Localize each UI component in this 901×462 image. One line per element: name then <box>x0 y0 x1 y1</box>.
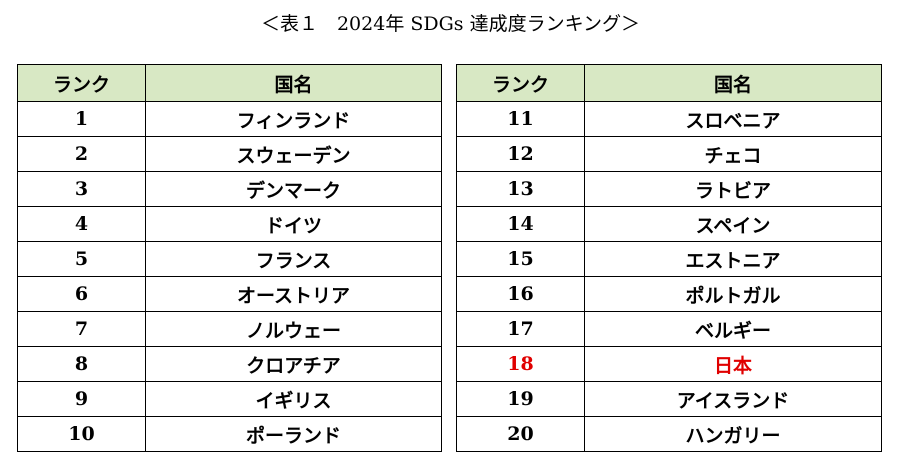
header-row: ランク 国名 <box>456 64 882 102</box>
ranking-body-right: 11 スロベニア 12 チェコ 13 ラトビア 14 スペイン 15 エストニア 16 ポルトガル 17… <box>456 101 882 452</box>
table-row: 2 スウェーデン <box>17 136 442 172</box>
table-row: 10 ポーランド <box>17 416 442 452</box>
table-row: 3 デンマーク <box>17 171 442 207</box>
rank-cell: 5 <box>17 241 146 277</box>
ranking-body-left: 1 フィンランド 2 スウェーデン 3 デンマーク 4 ドイツ 5 フランス 6 オーストリア 7 ノルウ… <box>17 101 442 452</box>
header-row: ランク 国名 <box>17 64 442 102</box>
country-header: 国名 <box>584 64 882 102</box>
rank-cell: 12 <box>456 136 585 172</box>
rank-cell: 7 <box>17 311 146 347</box>
country-cell: スロベニア <box>584 101 882 137</box>
rank-cell: 9 <box>17 381 146 417</box>
rank-header: ランク <box>17 64 146 102</box>
table-row: 1 フィンランド <box>17 101 442 137</box>
country-cell: スペイン <box>584 206 882 242</box>
ranking-table-right: ランク 国名 11 スロベニア 12 チェコ 13 ラトビア 14 スペイン 15 エストニア 16… <box>456 64 882 452</box>
country-cell: ドイツ <box>145 206 442 242</box>
rank-cell: 6 <box>17 276 146 312</box>
rank-cell: 17 <box>456 311 585 347</box>
rank-header: ランク <box>456 64 585 102</box>
table-row: 6 オーストリア <box>17 276 442 312</box>
rank-cell: 19 <box>456 381 585 417</box>
country-cell: チェコ <box>584 136 882 172</box>
country-cell: デンマーク <box>145 171 442 207</box>
table-row: 9 イギリス <box>17 381 442 417</box>
rank-cell: 11 <box>456 101 585 137</box>
table-row: 18 日本 <box>456 346 882 382</box>
country-cell: フランス <box>145 241 442 277</box>
rank-cell: 3 <box>17 171 146 207</box>
table-row: 17 ベルギー <box>456 311 882 347</box>
country-header: 国名 <box>145 64 442 102</box>
rank-cell: 18 <box>456 346 585 382</box>
table-row: 12 チェコ <box>456 136 882 172</box>
country-cell: ハンガリー <box>584 416 882 452</box>
table-title: ＜表１ 2024年 SDGs 達成度ランキング＞ <box>260 13 641 35</box>
country-cell: 日本 <box>584 346 882 382</box>
country-cell: ノルウェー <box>145 311 442 347</box>
table-row: 5 フランス <box>17 241 442 277</box>
country-cell: アイスランド <box>584 381 882 417</box>
rank-cell: 4 <box>17 206 146 242</box>
country-cell: オーストリア <box>145 276 442 312</box>
country-cell: イギリス <box>145 381 442 417</box>
country-cell: スウェーデン <box>145 136 442 172</box>
rank-cell: 15 <box>456 241 585 277</box>
rank-cell: 2 <box>17 136 146 172</box>
table-row: 4 ドイツ <box>17 206 442 242</box>
table-row: 16 ポルトガル <box>456 276 882 312</box>
country-cell: ラトビア <box>584 171 882 207</box>
table-row: 14 スペイン <box>456 206 882 242</box>
table-row: 7 ノルウェー <box>17 311 442 347</box>
country-cell: フィンランド <box>145 101 442 137</box>
country-cell: ポルトガル <box>584 276 882 312</box>
rank-cell: 16 <box>456 276 585 312</box>
table-row: 8 クロアチア <box>17 346 442 382</box>
rank-cell: 10 <box>17 416 146 452</box>
country-cell: クロアチア <box>145 346 442 382</box>
country-cell: エストニア <box>584 241 882 277</box>
table-row: 19 アイスランド <box>456 381 882 417</box>
table-row: 20 ハンガリー <box>456 416 882 452</box>
rank-cell: 20 <box>456 416 585 452</box>
country-cell: ポーランド <box>145 416 442 452</box>
rank-cell: 13 <box>456 171 585 207</box>
rank-cell: 14 <box>456 206 585 242</box>
table-row: 13 ラトビア <box>456 171 882 207</box>
table-row: 11 スロベニア <box>456 101 882 137</box>
country-cell: ベルギー <box>584 311 882 347</box>
ranking-table-left: ランク 国名 1 フィンランド 2 スウェーデン 3 デンマーク 4 ドイツ 5 フランス 6 オース… <box>17 64 442 452</box>
rank-cell: 1 <box>17 101 146 137</box>
rank-cell: 8 <box>17 346 146 382</box>
table-row: 15 エストニア <box>456 241 882 277</box>
